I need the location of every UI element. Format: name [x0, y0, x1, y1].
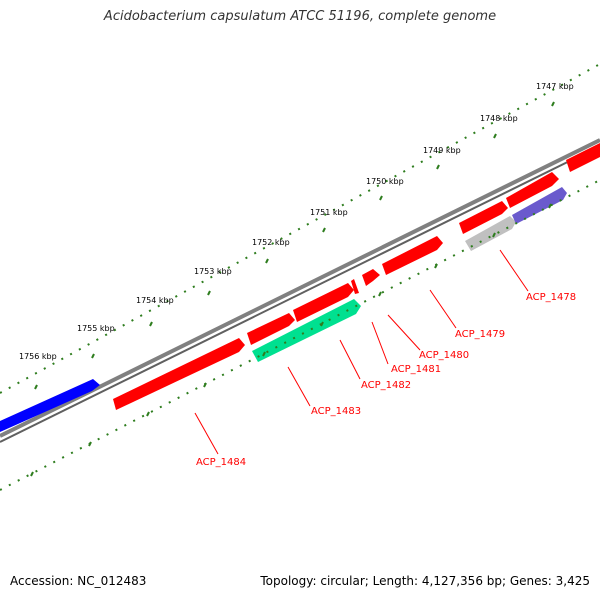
scale-tick — [493, 133, 497, 139]
gene-acp-1479 — [362, 269, 380, 286]
leader-line — [429, 289, 457, 329]
gene-label-acp-1483: ACP_1483 — [311, 406, 361, 417]
scale-label: 1751 kbp — [310, 208, 348, 217]
scale-ticks — [34, 101, 555, 390]
inner-scale-ticks — [30, 203, 552, 477]
scale-label: 1752 kbp — [252, 238, 290, 247]
gene-labels: ACP_1478 ACP_1479 ACP_1480 ACP_1481 ACP_… — [196, 292, 576, 468]
scale-tick — [30, 471, 34, 477]
gene-acp-1484 — [113, 338, 245, 410]
leader-line — [339, 339, 361, 380]
gene-red — [506, 172, 559, 208]
scale-tick — [34, 384, 38, 390]
gene-red — [293, 283, 354, 322]
gene-red — [247, 313, 295, 345]
accession-text: Accession: NC_012483 — [10, 574, 147, 588]
scale-label: 1756 kbp — [19, 352, 57, 361]
gene-acp-1478 — [465, 216, 516, 251]
gene-red — [459, 201, 508, 234]
scale-label: 1747 kbp — [536, 82, 574, 91]
scale-tick — [551, 101, 555, 107]
scale-tick — [436, 164, 440, 170]
scale-tick — [207, 290, 211, 296]
gene-label-acp-1480: ACP_1480 — [419, 350, 469, 361]
scale-label: 1754 kbp — [136, 296, 174, 305]
scale-tick — [203, 382, 207, 388]
outer-scale-track — [0, 63, 600, 394]
leader-line — [499, 249, 529, 292]
forward-genes — [0, 143, 600, 432]
genome-backbone — [0, 138, 600, 443]
scale-tick — [262, 351, 266, 357]
gene-label-acp-1479: ACP_1479 — [455, 329, 505, 340]
scale-label: 1749 kbp — [423, 146, 461, 155]
scale-label: 1753 kbp — [194, 267, 232, 276]
reverse-genes — [252, 187, 567, 362]
scale-tick — [434, 263, 438, 269]
gene-label-acp-1481: ACP_1481 — [391, 364, 441, 375]
scale-tick — [548, 203, 552, 209]
gene-red — [382, 236, 443, 275]
scale-label: 1748 kbp — [480, 114, 518, 123]
scale-tick — [265, 258, 269, 264]
scale-label: 1750 kbp — [366, 177, 404, 186]
scale-label: 1755 kbp — [77, 324, 115, 333]
gene-label-acp-1484: ACP_1484 — [196, 457, 246, 468]
map-title: Acidobacterium capsulatum ATCC 51196, co… — [103, 9, 497, 24]
gene-red — [566, 143, 600, 172]
scale-tick — [379, 195, 383, 201]
scale-tick — [146, 411, 150, 417]
gene-purple — [512, 187, 567, 224]
gene-label-leaders — [194, 249, 529, 455]
genome-summary-text: Topology: circular; Length: 4,127,356 bp… — [260, 574, 590, 588]
scale-tick — [149, 321, 153, 327]
leader-line — [287, 366, 311, 407]
gene-label-acp-1478: ACP_1478 — [526, 292, 576, 303]
scale-labels: 1747 kbp 1748 kbp 1749 kbp 1750 kbp 1751… — [19, 82, 574, 361]
scale-tick — [91, 353, 95, 359]
leader-line — [387, 314, 421, 351]
leader-line — [194, 412, 219, 455]
scale-tick — [322, 227, 326, 233]
gene-blue — [0, 379, 100, 432]
gene-label-acp-1482: ACP_1482 — [361, 380, 411, 391]
gene-acp-1483 — [252, 299, 361, 362]
leader-line — [371, 321, 389, 365]
gene-acp-1480 — [351, 279, 359, 294]
scale-tick — [320, 321, 324, 327]
scale-tick — [378, 291, 382, 297]
scale-tick — [492, 232, 496, 238]
scale-tick — [88, 441, 92, 447]
